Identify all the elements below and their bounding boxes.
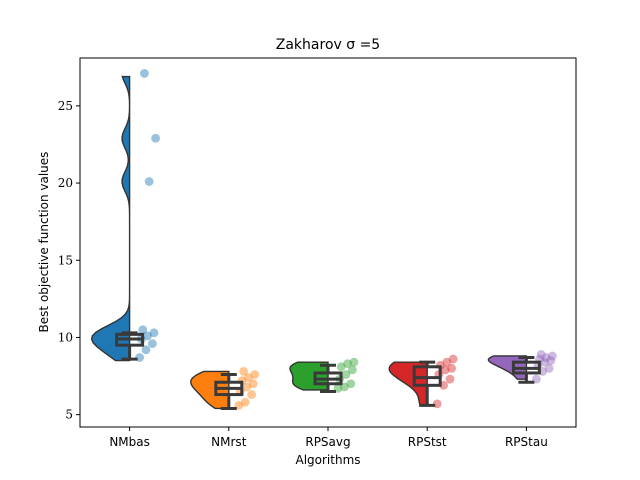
data-point <box>138 325 148 335</box>
data-point <box>239 367 249 376</box>
chart-title: Zakharov σ =5 <box>276 37 380 53</box>
data-point <box>442 357 452 367</box>
y-tick-label: 15 <box>58 253 73 267</box>
data-point <box>346 379 356 389</box>
data-point <box>148 339 157 349</box>
data-point <box>440 365 450 375</box>
data-point <box>432 399 442 409</box>
x-tick-label: NMbas <box>109 435 150 449</box>
violin-NMrst <box>190 370 230 410</box>
x-axis-title: Algorithms <box>295 453 360 467</box>
series-NMbas <box>90 69 161 362</box>
data-point <box>540 357 549 367</box>
data-point <box>242 382 252 392</box>
data-point <box>143 331 153 341</box>
data-point <box>151 133 161 143</box>
data-point <box>548 351 557 361</box>
x-tick-label: RPSavg <box>305 435 350 449</box>
data-point <box>447 363 456 373</box>
data-point <box>135 353 145 362</box>
plot-area <box>90 69 557 410</box>
series-RPStau <box>487 350 557 384</box>
box-RPStst <box>412 365 442 387</box>
series-NMrst <box>190 367 260 410</box>
y-tick-label: 5 <box>65 408 73 422</box>
data-point <box>140 69 149 78</box>
x-tick-label: RPStau <box>505 435 548 449</box>
data-point <box>448 354 458 364</box>
y-axis: 5 10 15 20 25 <box>58 99 80 422</box>
data-point <box>348 365 357 375</box>
y-tick-label: 10 <box>58 330 73 344</box>
y-tick-label: 20 <box>58 176 73 190</box>
y-tick-label: 25 <box>58 99 73 113</box>
data-point <box>244 373 253 382</box>
data-point <box>349 357 359 367</box>
x-tick-label: NMrst <box>211 435 247 449</box>
data-point <box>544 363 554 373</box>
violin-RPStst <box>388 361 428 407</box>
data-point <box>144 177 154 186</box>
data-point <box>250 370 260 379</box>
data-point <box>341 370 351 379</box>
x-axis: NMbas NMrst RPSavg RPStst RPStau <box>109 427 548 449</box>
data-point <box>546 356 556 366</box>
data-point <box>343 359 352 369</box>
data-point <box>248 379 258 389</box>
series-RPStst <box>388 354 458 409</box>
data-point <box>541 353 551 362</box>
data-point <box>141 345 151 355</box>
data-point <box>536 350 546 359</box>
data-point <box>445 374 455 384</box>
x-tick-label: RPStst <box>408 435 447 449</box>
data-point <box>336 362 346 372</box>
data-point <box>240 397 250 407</box>
series-RPSavg <box>289 357 359 393</box>
data-point <box>247 390 256 399</box>
data-point <box>149 328 159 338</box>
y-axis-title: Best objective function values <box>37 152 51 333</box>
